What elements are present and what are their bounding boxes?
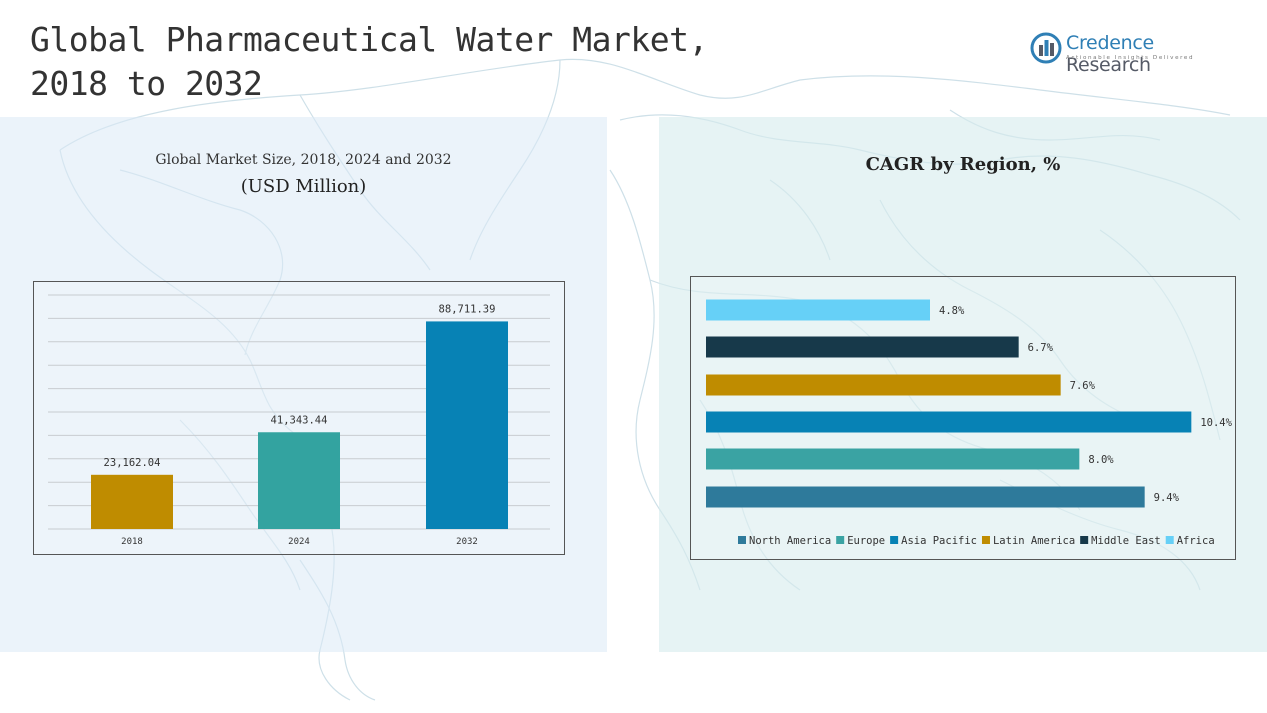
legend-label-middle-east: Middle East bbox=[1091, 535, 1161, 547]
legend-swatch-europe bbox=[836, 536, 845, 544]
legend-swatch-asia-pacific bbox=[890, 536, 899, 544]
cagr-horizontal-bar-chart: 9.4% 8.0% 10.4% 7.6% 6.7% 4.8% North America Eu… bbox=[706, 299, 1233, 547]
market-size-chart-frame: 23,162.04 2018 41,343.44 2024 88,711.39 2032 bbox=[33, 281, 565, 555]
page-title: Global Pharmaceutical Water Market, 2018 … bbox=[30, 18, 708, 106]
data-label-latin-america: 7.6% bbox=[1070, 380, 1096, 392]
data-label-2018: 23,162.04 bbox=[104, 457, 161, 469]
logo-tagline: Actionable Insights Delivered bbox=[1066, 55, 1195, 61]
logo-wordmark: Credence Research bbox=[1066, 32, 1240, 76]
logo-name-part-2: Research bbox=[1066, 54, 1151, 76]
x-tick-label-2018: 2018 bbox=[121, 537, 143, 547]
bar-2018 bbox=[91, 474, 173, 529]
legend-label-north-america: North America bbox=[749, 535, 831, 547]
data-label-africa: 4.8% bbox=[939, 305, 965, 317]
bar-asia-pacific bbox=[706, 411, 1192, 433]
legend-label-africa: Africa bbox=[1177, 535, 1215, 547]
bar-europe bbox=[706, 448, 1080, 470]
data-label-2024: 41,343.44 bbox=[271, 414, 328, 426]
legend-label-latin-america: Latin America bbox=[993, 535, 1075, 547]
data-label-europe: 8.0% bbox=[1088, 454, 1114, 466]
market-size-bar-chart: 23,162.04 2018 41,343.44 2024 88,711.39 2032 bbox=[48, 294, 550, 547]
bar-latin-america bbox=[706, 374, 1061, 396]
legend-swatch-north-america bbox=[738, 536, 746, 544]
data-label-north-america: 9.4% bbox=[1154, 492, 1180, 504]
logo-name-part-1: Credence bbox=[1066, 32, 1154, 54]
legend-swatch-africa bbox=[1165, 536, 1174, 544]
company-logo: Credence Research Actionable Insights De… bbox=[1030, 30, 1240, 76]
bar-2024 bbox=[258, 432, 340, 529]
bar-chart-circle-icon bbox=[1030, 32, 1062, 64]
legend-swatch-middle-east bbox=[1080, 536, 1089, 544]
bar-2032 bbox=[426, 321, 508, 529]
title-line-2: 2018 to 2032 bbox=[30, 64, 263, 103]
cagr-chart-frame: 9.4% 8.0% 10.4% 7.6% 6.7% 4.8% North America Eu… bbox=[690, 276, 1236, 560]
title-line-1: Global Pharmaceutical Water Market, bbox=[30, 20, 708, 59]
data-label-asia-pacific: 10.4% bbox=[1200, 417, 1232, 429]
legend-swatch-latin-america bbox=[981, 536, 990, 544]
data-label-2032: 88,711.39 bbox=[439, 303, 496, 315]
cagr-subtitle: CAGR by Region, % bbox=[865, 154, 1061, 175]
x-tick-label-2032: 2032 bbox=[456, 537, 478, 547]
market-size-subtitle: Global Market Size, 2018, 2024 and 2032 bbox=[155, 152, 452, 168]
x-tick-label-2024: 2024 bbox=[288, 537, 310, 547]
bar-africa bbox=[706, 299, 930, 321]
bar-north-america bbox=[706, 486, 1145, 508]
bar-middle-east bbox=[706, 336, 1019, 358]
data-label-middle-east: 6.7% bbox=[1028, 342, 1054, 354]
legend-label-europe: Europe bbox=[847, 535, 885, 547]
market-size-unit: (USD Million) bbox=[240, 176, 367, 197]
legend-label-asia-pacific: Asia Pacific bbox=[901, 535, 977, 547]
